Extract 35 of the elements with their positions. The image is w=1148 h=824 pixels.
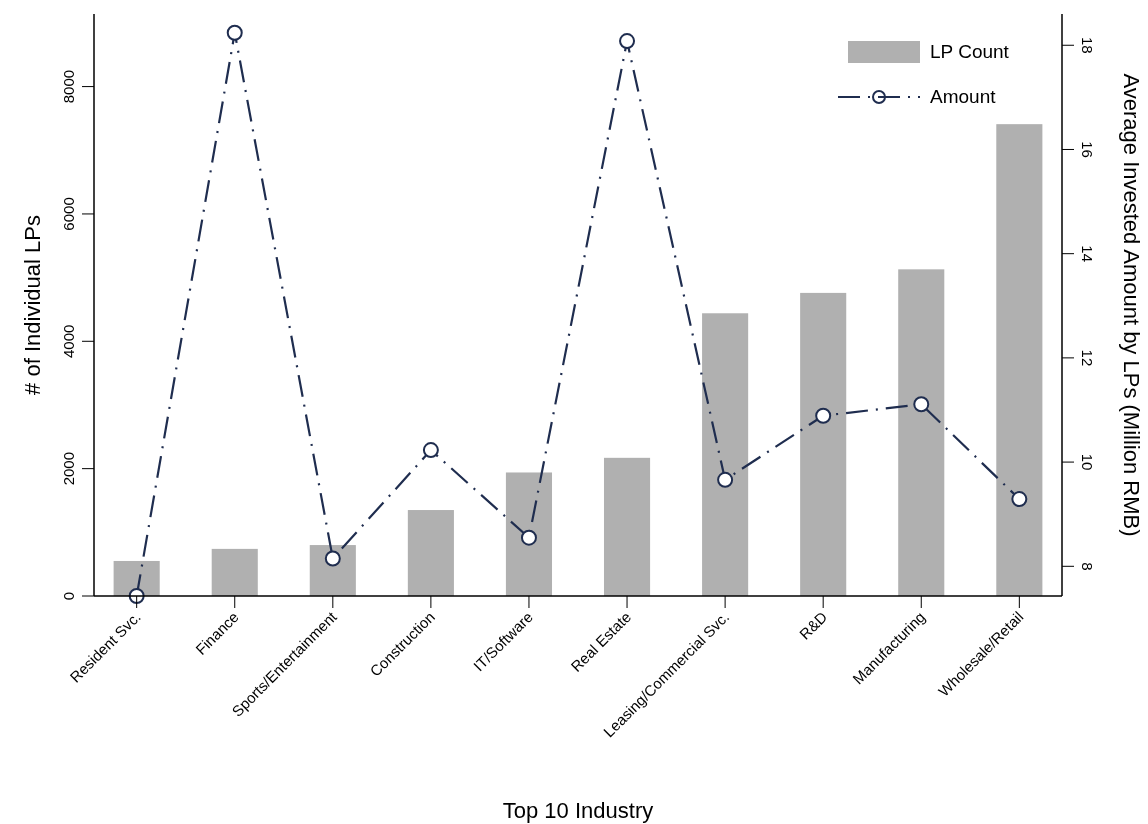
y2-tick-label: 12 [1079, 349, 1096, 367]
bar [800, 292, 847, 596]
bar [996, 124, 1043, 596]
bar [702, 313, 749, 596]
bar [505, 472, 553, 596]
y-tick-label: 2000 [60, 451, 77, 486]
y2-tick-label: 10 [1079, 453, 1096, 471]
y2-axis-title: Average Invested Amount by LPs (Million RMB) [1119, 73, 1144, 537]
y2-tick-label: 18 [1079, 36, 1096, 54]
legend-label: Amount [930, 86, 997, 107]
legend-label: LP Count [930, 41, 1010, 62]
y2-tick-label: 8 [1079, 562, 1096, 571]
point [422, 442, 439, 459]
point [717, 471, 734, 488]
x-axis-title: Top 10 Industry [502, 798, 654, 823]
bar [309, 545, 356, 596]
point [619, 33, 636, 50]
point [913, 396, 930, 413]
y-tick-label: 0 [60, 591, 77, 601]
bar [211, 548, 258, 596]
bar [603, 457, 651, 596]
bar [407, 510, 454, 596]
y-tick-label: 6000 [60, 197, 77, 231]
y2-tick-label: 16 [1079, 141, 1096, 158]
y-tick-label: 8000 [60, 69, 77, 104]
point [226, 24, 243, 41]
point [324, 550, 341, 567]
y2-tick-label: 14 [1079, 245, 1096, 263]
point [520, 529, 537, 546]
bar [898, 269, 945, 596]
y-axis-title: # of Individual LPs [20, 215, 45, 395]
point [815, 407, 832, 424]
y-tick-label: 4000 [60, 324, 77, 358]
point [1011, 491, 1028, 508]
bar [113, 560, 160, 596]
